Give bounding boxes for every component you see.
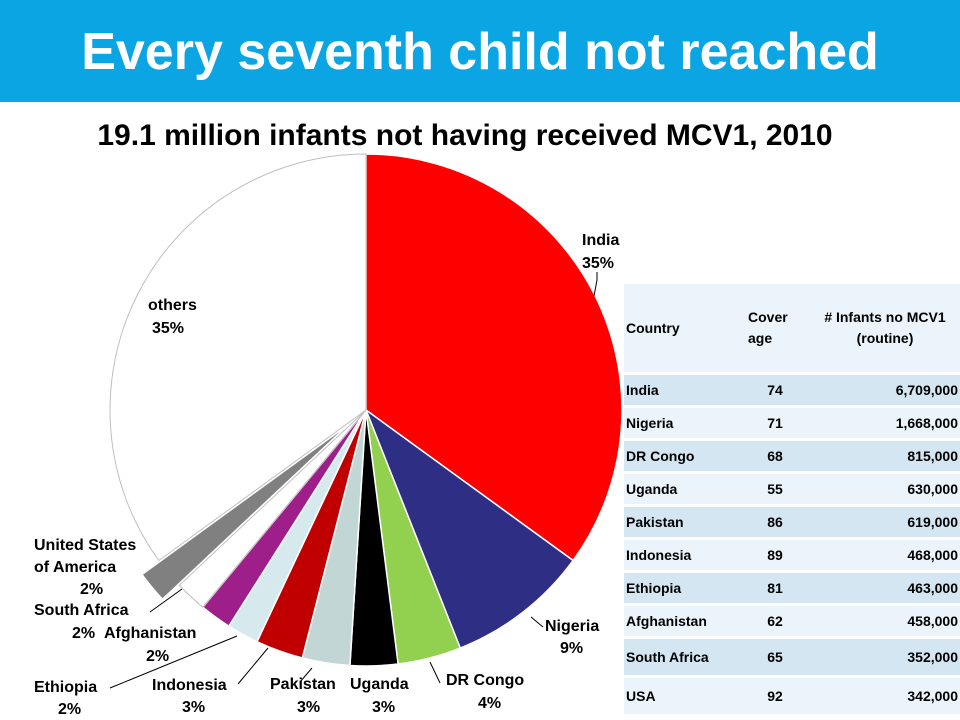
leader-line-dr-congo [429,661,441,684]
cell-infants: 342,000 [810,675,960,714]
cell-infants: 468,000 [810,537,960,572]
cell-coverage: 62 [740,603,810,638]
title-banner: Every seventh child not reached [0,0,960,102]
cell-coverage: 68 [740,438,810,473]
cell-infants: 352,000 [810,636,960,677]
slice-label-pakistan: Pakistan 3% [270,676,336,716]
leader-line-south-africa [149,588,183,613]
leader-line-indonesia [237,647,269,685]
chart-title: 19.1 million infants not having received… [97,119,833,152]
slice-label-indonesia: Indonesia 3% [152,677,227,716]
cell-coverage: 86 [740,504,810,539]
leader-line-nigeria [530,616,544,628]
table-row: South Africa 65 352,000 [624,636,960,677]
slice-label-ethiopia: Ethiopia 2% [34,679,97,718]
cell-country: Afghanistan [624,603,740,638]
header-coverage: Cover age [748,309,788,346]
pie-slice-united-states-of-america [140,423,350,601]
table-row: Pakistan 86 619,000 [624,504,960,539]
cell-infants: 1,668,000 [810,405,960,440]
pie-slice-south-africa [178,409,367,608]
table-row: Ethiopia 81 463,000 [624,570,960,605]
cell-coverage: 81 [740,570,810,605]
cell-country: Uganda [624,471,740,506]
table-row: USA 92 342,000 [624,675,960,714]
cell-infants: 6,709,000 [810,372,960,407]
table-row: Nigeria 71 1,668,000 [624,405,960,440]
slice-label-dr-congo: DR Congo 4% [446,672,524,712]
pie-slice-others [109,153,367,562]
table-header-row: Country Cover age # Infants no MCV1 (rou… [624,284,960,374]
table-row: Uganda 55 630,000 [624,471,960,506]
pie-slice-nigeria [364,407,575,649]
slice-label-afghanistan: Afghanistan 2% [104,625,196,665]
leader-line-india [593,272,598,297]
cell-coverage: 55 [740,471,810,506]
pie-chart: India 35% Nigeria 9% DR Congo 4% Uganda 3% Pakis… [34,153,623,718]
coverage-table: Country Cover age # Infants no MCV1 (rou… [624,284,960,714]
cell-infants: 458,000 [810,603,960,638]
leader-line-ethiopia [109,635,238,689]
cell-country: Pakistan [624,504,740,539]
table-row: India 74 6,709,000 [624,372,960,407]
cell-country: DR Congo [624,438,740,473]
cell-coverage: 74 [740,372,810,407]
table-row: Indonesia 89 468,000 [624,537,960,572]
slice-label-nigeria: Nigeria 9% [545,618,599,657]
cell-country: Ethiopia [624,570,740,605]
cell-coverage: 65 [740,636,810,677]
cell-country: Indonesia [624,537,740,572]
cell-country: India [624,372,740,407]
table-row: DR Congo 68 815,000 [624,438,960,473]
leader-line-pakistan [299,667,313,683]
cell-coverage: 89 [740,537,810,572]
cell-country: USA [624,675,740,714]
slide-title: Every seventh child not reached [81,23,879,81]
table-row: Afghanistan 62 458,000 [624,603,960,638]
slice-label-uganda: Uganda 3% [350,676,409,716]
cell-country: Nigeria [624,405,740,440]
cell-infants: 463,000 [810,570,960,605]
cell-coverage: 71 [740,405,810,440]
cell-infants: 619,000 [810,504,960,539]
header-infants: # Infants no MCV1 (routine) [824,309,946,346]
cell-coverage: 92 [740,675,810,714]
cell-infants: 630,000 [810,471,960,506]
slice-label-india: India 35% [582,232,619,272]
header-country: Country [626,320,680,336]
cell-infants: 815,000 [810,438,960,473]
cell-country: South Africa [624,636,740,677]
slice-label-south-africa: South Africa 2% [34,602,129,642]
slice-label-united-states-of-america: United States of America 2% [34,537,136,598]
slice-label-others: others 35% [148,297,197,337]
